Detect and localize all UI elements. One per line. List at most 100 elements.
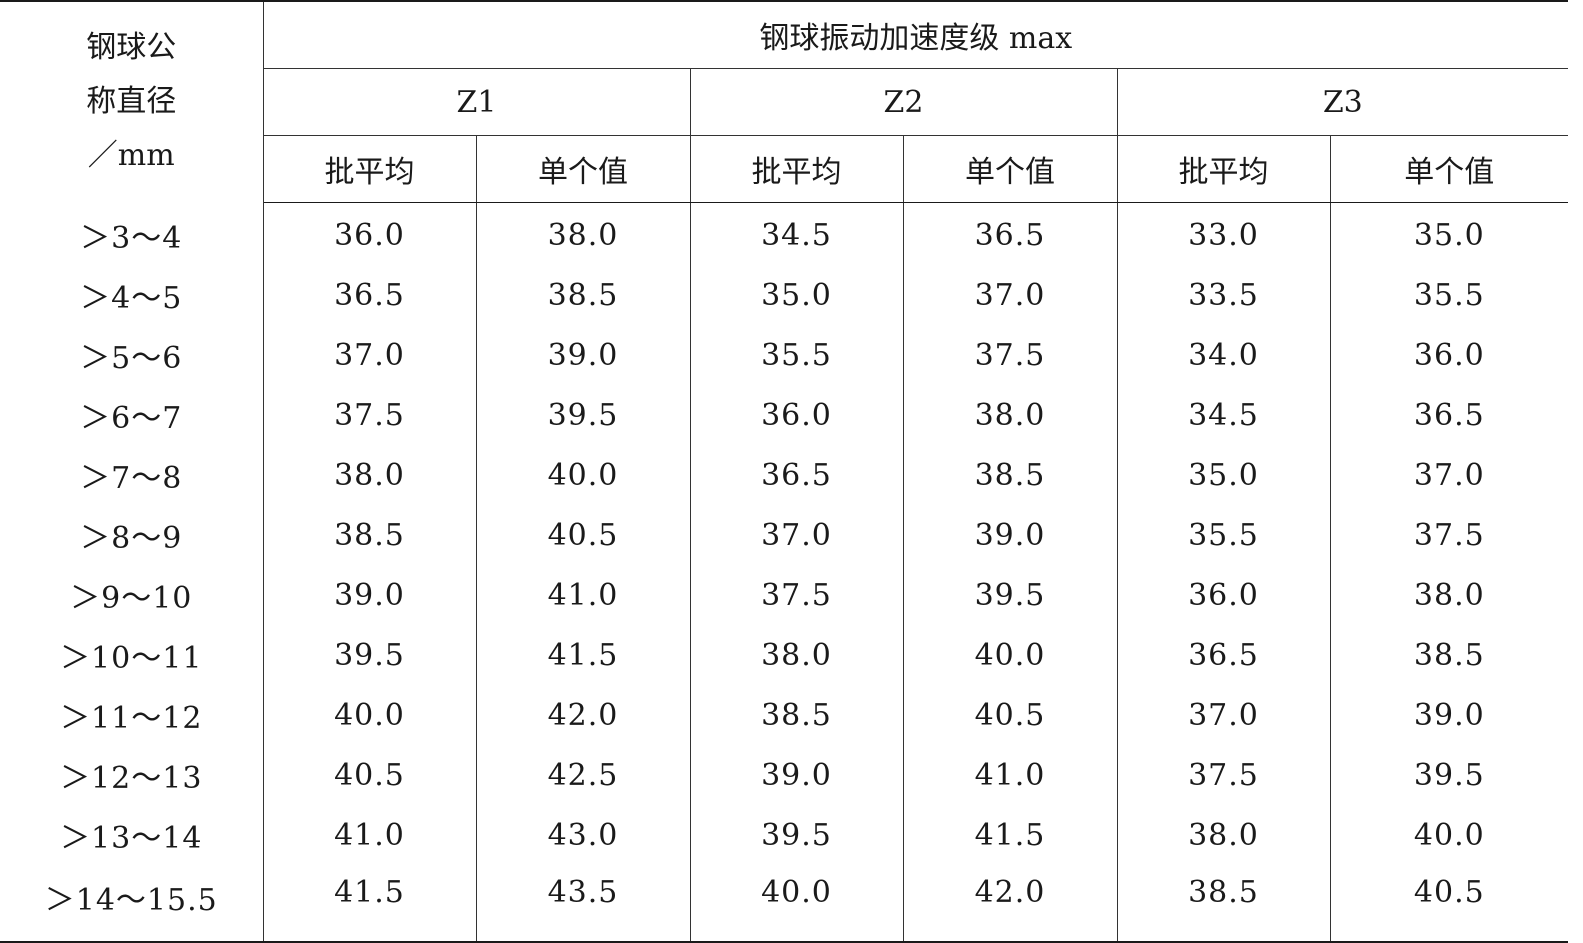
table-row: ＞13～14 41.0 43.0 39.5 41.5 38.0 40.0 bbox=[0, 805, 1568, 865]
table-row: ＞6～7 37.5 39.5 36.0 38.0 34.5 36.5 bbox=[0, 385, 1568, 445]
sub-header-single-value: 单个值 bbox=[903, 135, 1118, 203]
table-row: ＞12～13 40.5 42.5 39.0 41.0 37.5 39.5 bbox=[0, 745, 1568, 805]
table-row: ＞11～12 40.0 42.0 38.5 40.5 37.0 39.0 bbox=[0, 685, 1568, 745]
value-cell: 38.0 bbox=[1413, 577, 1485, 613]
value-cell: 41.5 bbox=[263, 865, 477, 943]
value-cell: 39.0 bbox=[263, 565, 477, 625]
diameter-range-cell: ＞8～9 bbox=[0, 505, 264, 565]
value-cell: 39.5 bbox=[690, 805, 904, 865]
value-cell: 38.5 bbox=[476, 265, 691, 325]
sub-header-single-value: 单个值 bbox=[1330, 135, 1569, 203]
value-cell: 40.0 bbox=[903, 625, 1118, 685]
value-cell: 40.0 bbox=[690, 865, 904, 943]
value-cell: 37.0 bbox=[263, 325, 477, 385]
table-row: ＞10～11 39.5 41.5 38.0 40.0 36.5 38.5 bbox=[0, 625, 1568, 685]
value-cell: 38.0 bbox=[476, 202, 691, 265]
table-row: ＞5～6 37.0 39.0 35.5 37.5 34.0 36.0 bbox=[0, 325, 1568, 385]
value-cell: 38.0 bbox=[690, 625, 904, 685]
value-cell: 35.5 bbox=[690, 325, 904, 385]
value-cell: 37.5 bbox=[690, 565, 904, 625]
group-header-z3: Z3 bbox=[1117, 68, 1569, 136]
value-cell: 41.0 bbox=[476, 565, 691, 625]
value-cell: 38.0 bbox=[1117, 805, 1331, 865]
value-cell: 42.5 bbox=[476, 745, 691, 805]
value-cell: 41.5 bbox=[903, 805, 1118, 865]
diameter-range-cell: ＞10～11 bbox=[0, 625, 264, 685]
value-cell: 36.0 bbox=[1117, 565, 1331, 625]
value-cell: 39.5 bbox=[1413, 757, 1485, 793]
value-cell: 33.5 bbox=[1117, 265, 1331, 325]
value-cell: 38.5 bbox=[690, 685, 904, 745]
value-cell: 35.5 bbox=[1117, 505, 1331, 565]
value-cell: 42.0 bbox=[903, 865, 1118, 943]
table-row: ＞3～4 36.0 38.0 34.5 36.5 33.0 35.0 bbox=[0, 202, 1568, 265]
table-row: ＞7～8 38.0 40.0 36.5 38.5 35.0 37.0 bbox=[0, 445, 1568, 505]
value-cell: 39.5 bbox=[263, 625, 477, 685]
diameter-label-line1: 钢球公 bbox=[86, 30, 177, 66]
value-cell: 36.0 bbox=[263, 202, 477, 265]
value-cell: 37.5 bbox=[263, 385, 477, 445]
table-row: ＞4～5 36.5 38.5 35.0 37.0 33.5 35.5 bbox=[0, 265, 1568, 325]
value-cell: 36.5 bbox=[263, 265, 477, 325]
value-cell: 39.5 bbox=[476, 385, 691, 445]
diameter-range-cell: ＞9～10 bbox=[0, 565, 264, 625]
value-cell: 37.5 bbox=[903, 325, 1118, 385]
value-cell: 41.0 bbox=[263, 805, 477, 865]
diameter-range-cell: ＞6～7 bbox=[0, 385, 264, 445]
table-header: 钢球公 称直径 ／mm 钢球振动加速度级 max Z1 Z2 Z3 批平均 单个… bbox=[0, 0, 1569, 203]
diameter-range-cell: ＞14～15.5 bbox=[0, 865, 264, 943]
value-cell: 40.0 bbox=[1413, 817, 1485, 853]
value-cell: 35.5 bbox=[1413, 277, 1485, 313]
group-header-z2: Z2 bbox=[690, 68, 1118, 136]
value-cell: 37.0 bbox=[1117, 685, 1331, 745]
value-cell: 40.0 bbox=[476, 445, 691, 505]
sub-header-batch-average: 批平均 bbox=[1117, 135, 1331, 203]
value-cell: 39.0 bbox=[690, 745, 904, 805]
value-cell: 40.5 bbox=[903, 685, 1118, 745]
table-row: ＞14～15.5 41.5 43.5 40.0 42.0 38.5 40.5 bbox=[0, 865, 1569, 943]
value-cell: 34.5 bbox=[690, 202, 904, 265]
value-cell: 36.0 bbox=[1413, 337, 1485, 373]
value-cell: 40.5 bbox=[476, 505, 691, 565]
table-row: ＞8～9 38.5 40.5 37.0 39.0 35.5 37.5 bbox=[0, 505, 1568, 565]
diameter-label-line2: 称直径 bbox=[86, 84, 177, 120]
value-cell: 41.5 bbox=[476, 625, 691, 685]
diameter-range-cell: ＞4～5 bbox=[0, 265, 264, 325]
diameter-range-cell: ＞3～4 bbox=[0, 202, 264, 265]
value-cell: 38.5 bbox=[263, 505, 477, 565]
diameter-label-line3: ／mm bbox=[87, 138, 175, 174]
diameter-range-cell: ＞7～8 bbox=[0, 445, 264, 505]
value-cell: 33.0 bbox=[1117, 202, 1331, 265]
value-cell: 35.0 bbox=[1117, 445, 1331, 505]
table-body: ＞3～4 36.0 38.0 34.5 36.5 33.0 35.0 ＞4～5 36.5 38.5… bbox=[0, 202, 1569, 943]
diameter-range-cell: ＞13～14 bbox=[0, 805, 264, 865]
value-cell: 38.0 bbox=[263, 445, 477, 505]
value-cell: 40.5 bbox=[263, 745, 477, 805]
value-cell: 37.5 bbox=[1117, 745, 1331, 805]
value-cell: 34.5 bbox=[1117, 385, 1331, 445]
value-cell: 35.0 bbox=[1413, 217, 1485, 253]
value-cell: 37.5 bbox=[1413, 517, 1485, 553]
value-cell: 38.5 bbox=[1413, 637, 1485, 673]
value-cell: 41.0 bbox=[903, 745, 1118, 805]
value-cell: 38.5 bbox=[903, 445, 1118, 505]
value-cell: 39.5 bbox=[903, 565, 1118, 625]
diameter-range-cell: ＞11～12 bbox=[0, 685, 264, 745]
table-row: ＞9～10 39.0 41.0 37.5 39.5 36.0 38.0 bbox=[0, 565, 1568, 625]
value-cell: 39.0 bbox=[1413, 697, 1485, 733]
value-cell: 37.0 bbox=[903, 265, 1118, 325]
value-cell: 43.0 bbox=[476, 805, 691, 865]
value-cell: 36.5 bbox=[1413, 397, 1485, 433]
diameter-range-cell: ＞5～6 bbox=[0, 325, 264, 385]
diameter-range-cell: ＞12～13 bbox=[0, 745, 264, 805]
value-cell: 36.5 bbox=[903, 202, 1118, 265]
value-cell: 36.5 bbox=[690, 445, 904, 505]
sub-header-batch-average: 批平均 bbox=[690, 135, 904, 203]
value-cell: 38.5 bbox=[1117, 865, 1331, 943]
value-cell: 36.0 bbox=[690, 385, 904, 445]
sub-header-single-value: 单个值 bbox=[476, 135, 691, 203]
sub-header-batch-average: 批平均 bbox=[263, 135, 477, 203]
value-cell: 40.5 bbox=[1330, 865, 1569, 943]
value-cell: 37.0 bbox=[690, 505, 904, 565]
